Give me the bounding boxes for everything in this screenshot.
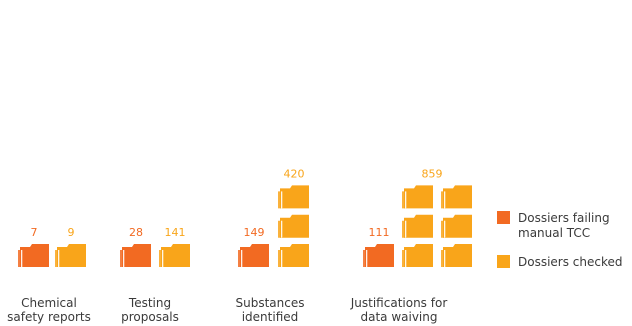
category-label: safety reports xyxy=(7,310,91,324)
legend-swatch-checked xyxy=(497,255,510,268)
value-label-failing: 149 xyxy=(244,226,265,239)
value-label-checked: 141 xyxy=(165,226,186,239)
category-label: Chemical xyxy=(21,296,77,310)
folder-icon xyxy=(238,244,269,267)
folder-icon xyxy=(402,185,433,209)
category-label: Justifications for xyxy=(350,296,448,310)
folder-icon xyxy=(441,214,472,238)
legend-label: manual TCC xyxy=(518,226,590,240)
legend-label: Dossiers checked xyxy=(518,255,623,269)
folder-icon xyxy=(363,244,394,267)
legend-label: Dossiers failing xyxy=(518,211,610,225)
folder-icon xyxy=(441,185,472,209)
value-label-checked: 420 xyxy=(284,167,305,180)
folder-icon xyxy=(278,185,309,209)
folder-icon xyxy=(18,244,49,267)
value-label-checked: 9 xyxy=(68,226,75,239)
folder-icon xyxy=(55,244,86,267)
value-label-failing: 28 xyxy=(129,226,143,239)
category-label: Testing xyxy=(128,296,171,310)
category-label: data waiving xyxy=(360,310,437,324)
value-label-checked: 859 xyxy=(422,167,443,180)
folder-icon xyxy=(278,214,309,238)
value-label-failing: 7 xyxy=(31,226,38,239)
category-label: proposals xyxy=(121,310,179,324)
folder-icon xyxy=(159,244,190,267)
value-label-failing: 111 xyxy=(369,226,390,239)
legend-swatch-failing xyxy=(497,211,510,224)
folder-icon xyxy=(402,214,433,238)
category-label: identified xyxy=(242,310,299,324)
folder-icon xyxy=(402,244,433,267)
folder-icon xyxy=(278,244,309,267)
value-labels: 7 9 28 141 149 420 111 859 xyxy=(31,167,443,239)
folder-icon xyxy=(441,244,472,267)
folder-icon xyxy=(120,244,151,267)
chart-marks xyxy=(18,185,472,267)
category-label: Substances xyxy=(236,296,305,310)
